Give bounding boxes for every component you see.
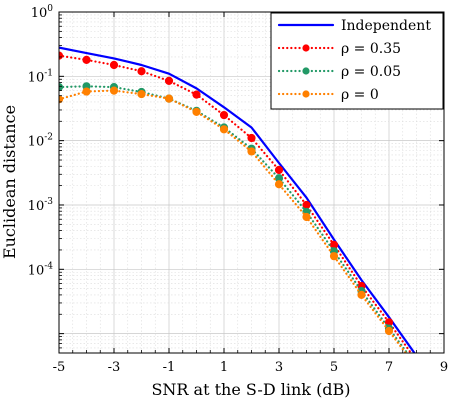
legend-marker-3 <box>302 90 310 98</box>
y-tick-label: 10-3 <box>28 197 54 214</box>
x-tick-label: -1 <box>163 360 176 375</box>
y-tick-label: 100 <box>31 4 54 21</box>
series-line-3 <box>59 89 408 353</box>
x-tick-label: 9 <box>440 360 448 375</box>
y-tick-exponent: -3 <box>44 197 53 207</box>
series-point-3 <box>357 290 366 300</box>
series-point-3 <box>413 364 420 371</box>
legend-label-2: ρ = 0.05 <box>341 64 401 80</box>
series-point-3 <box>192 107 201 116</box>
y-tick-base: 10 <box>28 199 45 214</box>
x-tick-label: 1 <box>220 360 228 375</box>
series-point-1 <box>137 67 146 76</box>
x-tick-label: 7 <box>385 360 393 375</box>
y-tick-base: 10 <box>28 70 45 85</box>
series-point-3 <box>302 212 311 222</box>
series-point-3 <box>247 147 256 156</box>
series-point-1 <box>192 90 201 99</box>
y-tick-exponent: -4 <box>44 261 53 271</box>
y-tick-label: 10-2 <box>28 133 53 150</box>
series-point-3 <box>219 125 229 134</box>
legend-label-0: Independent <box>341 18 431 34</box>
y-tick-exponent: -2 <box>44 133 53 143</box>
y-tick-exponent: -1 <box>44 68 53 78</box>
series-point-1 <box>109 60 119 70</box>
legend: Independent ρ = 0.35 ρ = 0.05 ρ = 0 <box>270 12 444 110</box>
series-point-3 <box>274 180 284 189</box>
y-tick-exponent: 0 <box>47 4 53 14</box>
y-tick-label: 10-1 <box>28 68 53 85</box>
y-tick-base: 10 <box>28 135 45 150</box>
x-tick-label: 5 <box>330 360 338 375</box>
series-point-1 <box>247 133 256 143</box>
series-point-3 <box>82 87 91 96</box>
series-layer <box>59 46 420 371</box>
series-line-0 <box>59 46 416 353</box>
legend-marker-1 <box>302 44 310 52</box>
legend-label-1: ρ = 0.35 <box>341 41 401 57</box>
series-point-1 <box>164 76 174 85</box>
x-tick-label: 3 <box>275 360 283 375</box>
legend-marker-2 <box>302 67 310 75</box>
series-point-3 <box>109 86 119 95</box>
y-tick-label: 10-4 <box>28 261 54 278</box>
series-line-2 <box>59 85 409 353</box>
series-point-3 <box>164 94 174 103</box>
series-point-1 <box>274 165 284 175</box>
x-tick-label: -5 <box>53 360 66 375</box>
series-point-3 <box>384 326 394 336</box>
x-tick-label: -3 <box>108 360 121 375</box>
series-point-2 <box>413 362 420 369</box>
y-tick-base: 10 <box>28 263 45 278</box>
series-point-3 <box>329 252 339 261</box>
series-point-3 <box>137 89 146 99</box>
series-line-1 <box>59 54 413 353</box>
series-point-1 <box>219 110 229 120</box>
y-tick-base: 10 <box>31 6 48 21</box>
series-point-1 <box>413 357 420 364</box>
x-axis-label: SNR at the S-D link (dB) <box>151 380 350 399</box>
legend-label-3: ρ = 0 <box>341 87 379 103</box>
series-point-1 <box>82 55 91 65</box>
y-axis-label: Euclidean distance <box>0 105 19 259</box>
